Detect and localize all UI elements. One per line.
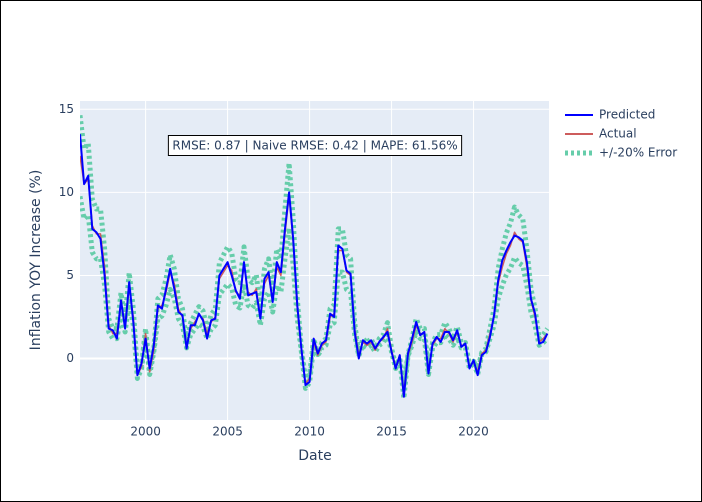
annotation-box: [167, 135, 463, 156]
plot-lines: [80, 114, 549, 401]
x-tick-label: 2020: [458, 425, 489, 439]
y-tick-label: 0: [66, 351, 74, 365]
x-tick-label: 2005: [212, 425, 243, 439]
x-tick-label: 2010: [294, 425, 325, 439]
series-line: [80, 134, 549, 398]
y-tick-label: 10: [59, 185, 74, 199]
x-tick-label: 2000: [130, 425, 161, 439]
x-tick-label: 2015: [376, 425, 407, 439]
legend-label: +/-20% Error: [599, 146, 677, 160]
y-tick-label: 15: [59, 102, 74, 116]
legend-label: Predicted: [599, 108, 655, 122]
legend-label: Actual: [599, 127, 637, 141]
y-axis-title: Inflation YOY Increase (%): [28, 170, 44, 351]
x-axis-title: Date: [298, 448, 331, 464]
annotation-text: RMSE: 0.87 | Naive RMSE: 0.42 | MAPE: 61…: [172, 139, 457, 153]
y-tick-label: 5: [66, 268, 74, 282]
